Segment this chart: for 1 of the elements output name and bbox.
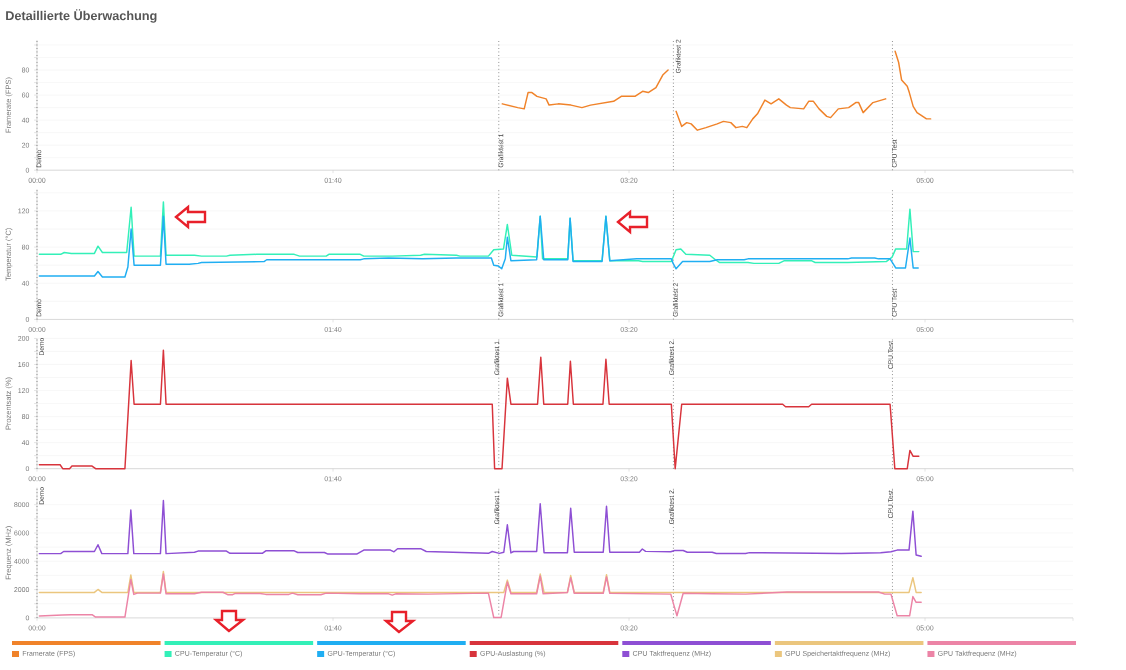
chart-title: Detaillierte Überwachung [6,9,157,23]
